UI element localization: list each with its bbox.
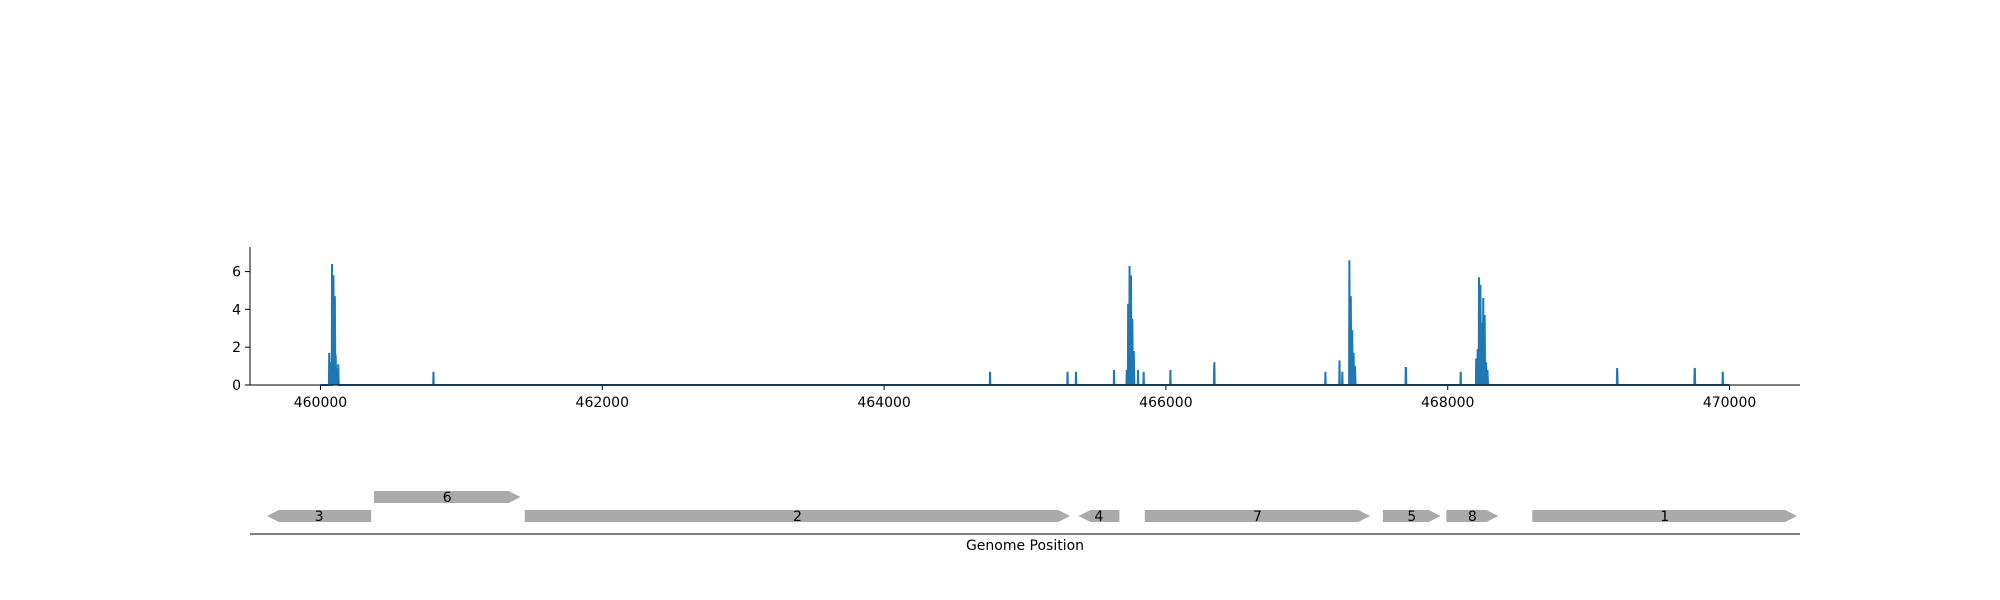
gene-arrow xyxy=(1382,510,1441,522)
y-axis-ticks: 0 2 4 6 xyxy=(232,265,250,394)
y-tick-label: 0 xyxy=(232,378,241,394)
x-tick: 466000 xyxy=(1139,385,1193,411)
y-tick: 6 xyxy=(232,265,250,281)
coverage-line xyxy=(320,260,1730,386)
gene-label: 1 xyxy=(1660,509,1669,525)
gene-feature: 4 xyxy=(1078,509,1120,525)
gene-feature: 5 xyxy=(1382,509,1441,525)
x-tick-label: 462000 xyxy=(576,395,629,411)
gene-feature: 8 xyxy=(1446,509,1499,525)
x-tick: 470000 xyxy=(1703,385,1756,411)
gene-label: 6 xyxy=(443,490,452,506)
gene-label: 8 xyxy=(1468,509,1477,525)
x-tick-label: 460000 xyxy=(294,395,347,411)
x-axis-title: Genome Position xyxy=(966,538,1084,554)
gene-feature: 1 xyxy=(1532,509,1798,525)
gene-label: 5 xyxy=(1407,509,1416,525)
gene-track: 3 6 2 4 7 5 8 1 Genome Position xyxy=(250,490,1800,554)
gene-feature: 3 xyxy=(266,509,372,525)
gene-label: 4 xyxy=(1095,509,1104,525)
x-tick: 468000 xyxy=(1421,385,1474,411)
x-tick-label: 464000 xyxy=(857,395,910,411)
gene-feature: 7 xyxy=(1144,509,1371,525)
gene-arrow xyxy=(1532,510,1798,522)
gene-arrow xyxy=(1078,510,1120,522)
y-tick-label: 2 xyxy=(232,340,241,356)
x-tick-label: 468000 xyxy=(1421,395,1474,411)
gene-label: 7 xyxy=(1253,509,1262,525)
x-tick: 460000 xyxy=(294,385,347,411)
gene-arrow xyxy=(374,491,521,503)
gene-label: 3 xyxy=(315,509,324,525)
gene-arrow xyxy=(524,510,1071,522)
gene-arrow xyxy=(1144,510,1371,522)
x-tick-label: 466000 xyxy=(1139,395,1192,411)
gene-features: 3 6 2 4 7 5 8 1 xyxy=(266,490,1798,525)
gene-arrow xyxy=(1446,510,1499,522)
y-tick: 0 xyxy=(232,378,250,394)
x-tick-label: 470000 xyxy=(1703,395,1756,411)
gene-feature: 6 xyxy=(374,490,521,506)
y-tick: 4 xyxy=(232,302,250,318)
gene-feature: 2 xyxy=(524,509,1071,525)
gene-arrow xyxy=(266,510,372,522)
coverage-plot: 0 2 4 6 460000 462000 464000 466000 468000 47000… xyxy=(232,247,1800,411)
y-tick: 2 xyxy=(232,340,250,356)
x-tick: 462000 xyxy=(576,385,629,411)
y-tick-label: 6 xyxy=(232,265,241,281)
y-tick-label: 4 xyxy=(232,302,241,318)
gene-label: 2 xyxy=(793,509,802,525)
x-axis-ticks: 460000 462000 464000 466000 468000 470000 xyxy=(294,385,1756,411)
x-tick: 464000 xyxy=(857,385,911,411)
